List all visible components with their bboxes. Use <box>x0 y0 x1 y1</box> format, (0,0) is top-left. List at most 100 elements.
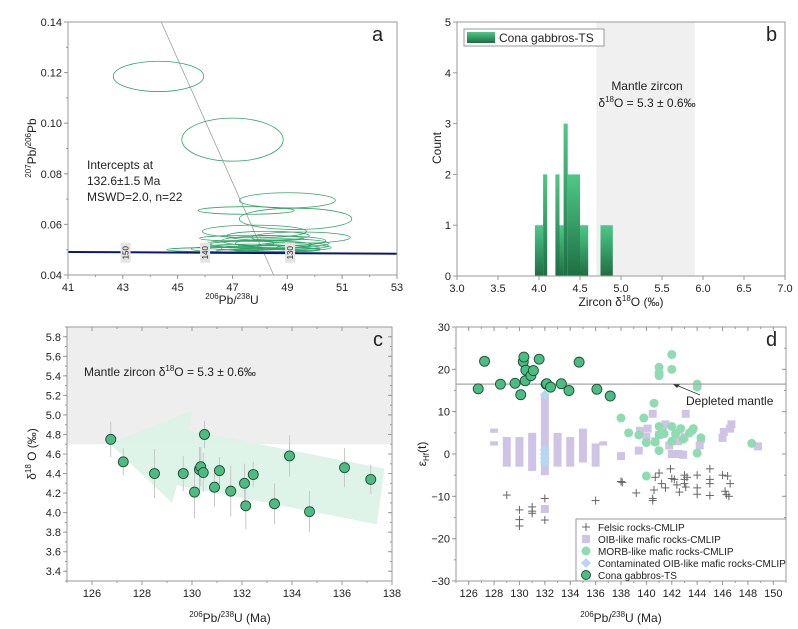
histogram-bar <box>567 174 580 276</box>
y-tick-label: 4 <box>445 68 451 80</box>
felsic-data-point <box>705 491 714 500</box>
cona-data-point <box>555 378 567 390</box>
y-tick-label: 5.2 <box>46 390 61 402</box>
y-tick-label: 0.08 <box>41 169 62 181</box>
cona-data-point <box>573 356 585 368</box>
y-tick-label: 1 <box>445 220 451 232</box>
oib-data-point <box>617 452 625 461</box>
mantle-zircon-band <box>596 22 695 276</box>
panel-c-letter: c <box>373 329 383 351</box>
y-tick-label: 3.4 <box>46 566 61 578</box>
x-tick-label: 140 <box>637 588 655 600</box>
xlabel-sup: 238 <box>237 292 251 301</box>
y-tick-label: 0.04 <box>41 270 62 282</box>
panel-b-axes: 3.0 3.5 4.0 4.5 5.0 5.5 6.0 6.5 7.0 0 1 2 3 4 5 <box>445 17 793 295</box>
x-tick-label: 3.0 <box>449 283 464 295</box>
y-tick-label: 5.4 <box>46 371 61 383</box>
panel-d-xlabel: 206Pb/238U (Ma) <box>580 610 661 625</box>
y-tick-label: 0.12 <box>41 68 62 80</box>
ylabel-post: (t) <box>415 442 429 453</box>
legend-box <box>575 518 787 582</box>
felsic-data-point <box>705 479 714 488</box>
morb-data-point <box>747 438 757 448</box>
oib-data-point <box>681 409 690 418</box>
felsic-data-point <box>655 469 664 478</box>
data-point <box>247 469 259 480</box>
panel-a-xlabel: 206Pb/238U <box>205 292 258 307</box>
felsic-data-point <box>724 492 733 501</box>
data-point <box>365 473 377 485</box>
histogram-bar <box>555 174 560 276</box>
concordia-age-label: 140 <box>201 246 210 260</box>
y-tick-label: 3.6 <box>46 547 61 559</box>
felsic-data-point <box>657 479 666 488</box>
histogram-bar <box>600 225 613 276</box>
error-ellipse <box>275 244 332 251</box>
felsic-data-point <box>502 491 511 500</box>
morb-data-point <box>692 448 702 458</box>
cona-data-point <box>472 383 484 395</box>
panel-c-annotation: Mantle zircon δ18O = 5.3 ± 0.6‰ <box>84 364 256 379</box>
oib-data-point <box>540 505 549 514</box>
morb-data-point <box>649 398 659 408</box>
ylabel-pre: δ <box>25 473 39 480</box>
oib-data-bar <box>515 437 524 467</box>
contaminated-oib-data-point <box>539 389 550 400</box>
x-tick-label: 138 <box>612 588 630 600</box>
x-tick-label: 142 <box>663 588 681 600</box>
x-tick-label: 45 <box>172 282 184 294</box>
morb-data-point <box>654 421 664 431</box>
data-point <box>209 481 220 493</box>
histogram-bar <box>563 123 568 276</box>
cona-data-point <box>563 385 575 396</box>
legend-label: MORB-like mafic rocks-CMLIP <box>598 547 734 558</box>
felsic-data-point <box>683 473 691 482</box>
morb-data-point <box>654 362 664 372</box>
x-tick-label: 49 <box>281 282 293 294</box>
histogram-bar <box>534 225 544 276</box>
morb-data-point <box>654 446 664 456</box>
felsic-data-point <box>632 488 641 497</box>
morb-data-point <box>696 433 706 443</box>
ylabel-base: Pb/ <box>25 146 39 165</box>
ylabel-post: O (‰) <box>25 428 39 464</box>
x-tick-label: 128 <box>485 588 503 600</box>
morb-data-point <box>692 382 702 392</box>
felsic-data-point <box>680 479 689 488</box>
concordia-age-label-bg <box>285 242 296 263</box>
felsic-data-point <box>693 471 702 480</box>
felsic-data-point <box>672 480 681 489</box>
oib-data-bar <box>566 437 575 467</box>
felsic-data-point <box>666 464 675 473</box>
felsic-data-point <box>726 479 735 488</box>
morb-data-point <box>678 434 688 444</box>
oib-data-bar <box>578 428 587 463</box>
concordia-age-label-bg <box>120 242 131 263</box>
x-tick-label: 41 <box>62 282 74 294</box>
y-tick-label: 5.6 <box>46 351 61 363</box>
x-tick-label: 128 <box>133 588 151 600</box>
data-point <box>117 456 129 468</box>
data-point <box>199 429 210 440</box>
felsic-data-point <box>670 475 679 484</box>
x-tick-label: 130 <box>510 588 528 600</box>
x-tick-label: 134 <box>561 588 579 600</box>
concordia-curve <box>68 250 397 255</box>
legend-square-icon <box>582 535 590 543</box>
panel-c-xlabel: 206Pb/238U (Ma) <box>189 610 270 625</box>
cona-data-point <box>545 381 557 393</box>
felsic-data-point <box>661 483 670 492</box>
x-tick-label: 144 <box>688 588 706 600</box>
y-tick-label: 0.14 <box>41 17 62 29</box>
oib-data-point <box>674 437 683 446</box>
annotation-pre: Mantle zircon δ <box>84 365 166 379</box>
oib-data-point <box>718 433 727 442</box>
panel-c-ylabel: δ18 O (‰) <box>24 428 39 480</box>
data-point <box>189 486 200 498</box>
oib-data-point <box>665 441 674 450</box>
y-tick-label: 5.8 <box>46 332 61 344</box>
mantle-zircon-band <box>67 327 392 445</box>
felsic-data-point <box>648 496 657 505</box>
y-tick-label: 4.8 <box>46 429 61 441</box>
felsic-data-point <box>515 521 524 530</box>
